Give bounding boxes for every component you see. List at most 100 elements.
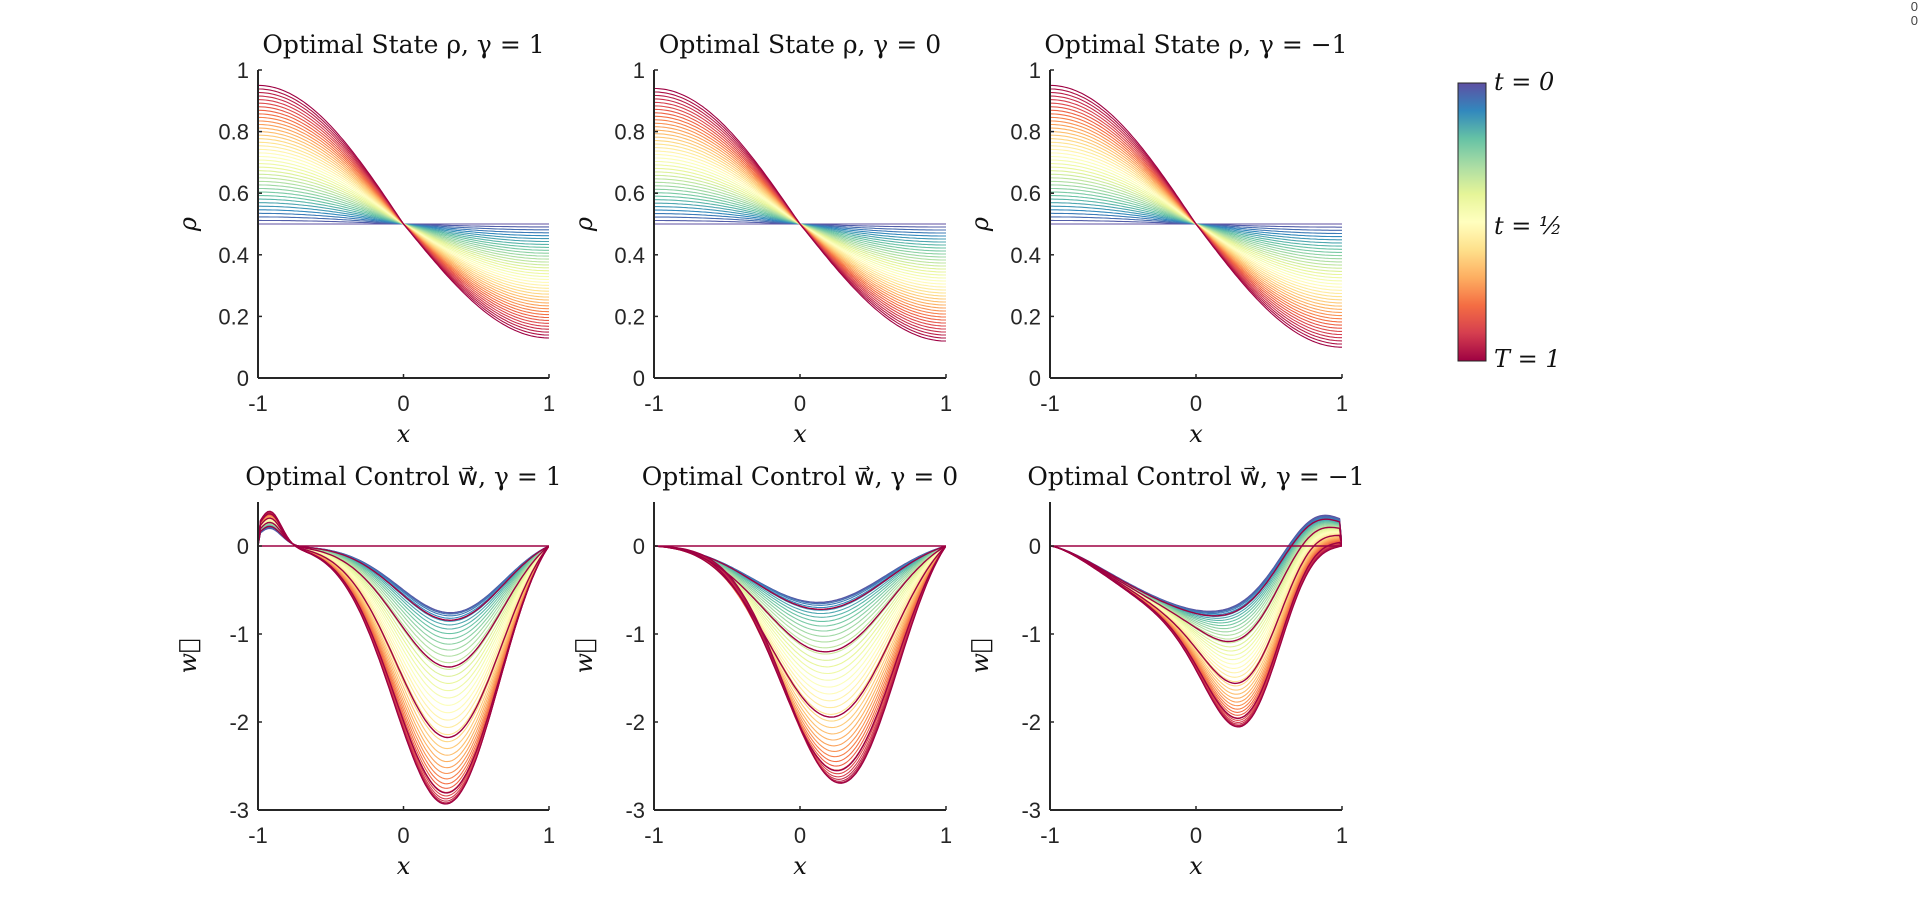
y-tick-label: -1 <box>625 622 645 647</box>
x-tick-label: -1 <box>248 391 268 416</box>
y-tick-label: 0.4 <box>614 243 645 268</box>
series-line <box>258 524 549 630</box>
x-tick-label: 0 <box>1190 823 1202 848</box>
x-tick-label: 0 <box>397 391 409 416</box>
x-tick-label: 0 <box>794 391 806 416</box>
y-tick-label: 0.2 <box>1010 304 1041 329</box>
series-line <box>654 160 946 279</box>
panel-title: Optimal State ρ, γ = 0 <box>659 30 941 59</box>
series-line <box>654 147 946 291</box>
series-line <box>654 119 946 315</box>
y-tick-label: -3 <box>625 798 645 823</box>
series-line <box>1050 138 1342 301</box>
corner-mark-2: 0 <box>1910 13 1918 28</box>
x-axis-label: x <box>793 420 807 448</box>
y-tick-label: -2 <box>625 710 645 735</box>
panel-5: -1 0 1 -3 -2 -1 0 Optimal Control w⃗, γ = 0 x w⃗ <box>570 462 958 880</box>
y-tick-label: 0.6 <box>218 181 249 206</box>
y-tick-label: -1 <box>229 622 249 647</box>
y-tick-label: 1 <box>1029 58 1041 83</box>
y-tick-label: -1 <box>1021 622 1041 647</box>
x-tick-label: 0 <box>397 823 409 848</box>
series-line <box>654 199 946 246</box>
series-line <box>1050 123 1342 314</box>
series-line-terminal <box>258 525 549 622</box>
x-tick-label: -1 <box>644 391 664 416</box>
x-axis-label: x <box>793 852 807 880</box>
y-tick-label: 0.6 <box>1010 181 1041 206</box>
y-tick-label: 1 <box>237 58 249 83</box>
curves-4 <box>258 510 549 805</box>
curves-3 <box>1050 84 1342 348</box>
colorbar-gradient <box>1457 82 1487 362</box>
colorbar: t = 0 t = ½ T = 1 <box>1457 68 1562 373</box>
series-line <box>654 143 946 294</box>
series-line <box>1050 127 1342 310</box>
y-axis-label: w⃗ <box>966 639 994 674</box>
panel-title: Optimal State ρ, γ = −1 <box>1044 30 1347 59</box>
series-line <box>258 525 549 626</box>
series-line <box>258 134 549 298</box>
series-line <box>1050 91 1342 342</box>
series-line <box>1050 198 1342 247</box>
x-tick-label: 1 <box>543 391 555 416</box>
series-line <box>258 141 549 292</box>
curves-6 <box>1050 514 1342 728</box>
series-line-terminal <box>1050 541 1342 720</box>
x-tick-label: 1 <box>1336 823 1348 848</box>
series-line <box>258 84 549 339</box>
y-tick-label: 0.8 <box>218 120 249 145</box>
corner-marks: 0 0 <box>1901 0 1918 28</box>
series-line <box>258 102 549 324</box>
series-line <box>258 177 549 263</box>
x-tick-label: 1 <box>940 823 952 848</box>
series-line-terminal <box>654 545 946 718</box>
curves-1 <box>258 84 549 339</box>
series-line <box>258 525 549 622</box>
colorbar-label: t = ½ <box>1494 212 1562 240</box>
y-tick-label: 0 <box>633 534 645 559</box>
x-tick-label: -1 <box>248 823 268 848</box>
series-line <box>258 159 549 278</box>
y-tick-label: 0.8 <box>1010 120 1041 145</box>
series-line <box>1050 141 1342 298</box>
series-line-terminal <box>654 545 946 610</box>
curves-5 <box>654 545 946 784</box>
series-line-terminal <box>258 517 549 739</box>
panel-title: Optimal State ρ, γ = 1 <box>262 30 544 59</box>
x-tick-label: 1 <box>543 823 555 848</box>
series-line <box>1050 84 1342 348</box>
series-line <box>654 157 946 282</box>
panel-4: -1 0 1 -3 -2 -1 0 Optimal Control w⃗, γ = 1 x w⃗ <box>174 462 562 880</box>
y-tick-label: 0 <box>237 366 249 391</box>
series-line-terminal <box>1050 526 1342 643</box>
y-axis-label: ρ <box>966 217 994 232</box>
y-tick-label: 0 <box>633 366 645 391</box>
y-tick-label: 0.2 <box>614 304 645 329</box>
series-line <box>258 198 549 246</box>
colorbar-label: T = 1 <box>1494 345 1561 373</box>
y-tick-label: -2 <box>1021 710 1041 735</box>
series-line <box>654 101 946 330</box>
x-tick-label: -1 <box>1040 391 1060 416</box>
y-tick-label: 0 <box>237 534 249 559</box>
y-axis-label: ρ <box>570 217 598 232</box>
panel-6: -1 0 1 -3 -2 -1 0 Optimal Control w⃗, γ = −1 x w⃗ <box>966 462 1365 880</box>
colorbar-label: t = 0 <box>1494 68 1554 96</box>
series-line-terminal <box>1050 534 1342 685</box>
y-tick-label: 0.8 <box>614 120 645 145</box>
x-axis-label: x <box>397 852 411 880</box>
series-line <box>258 170 549 269</box>
x-tick-label: -1 <box>1040 823 1060 848</box>
y-tick-label: -3 <box>1021 798 1041 823</box>
x-tick-label: -1 <box>644 823 664 848</box>
y-tick-label: -2 <box>229 710 249 735</box>
x-axis-label: x <box>1189 852 1203 880</box>
x-tick-label: 0 <box>1190 391 1202 416</box>
series-line <box>258 173 549 266</box>
y-axis-label: w⃗ <box>570 639 598 674</box>
